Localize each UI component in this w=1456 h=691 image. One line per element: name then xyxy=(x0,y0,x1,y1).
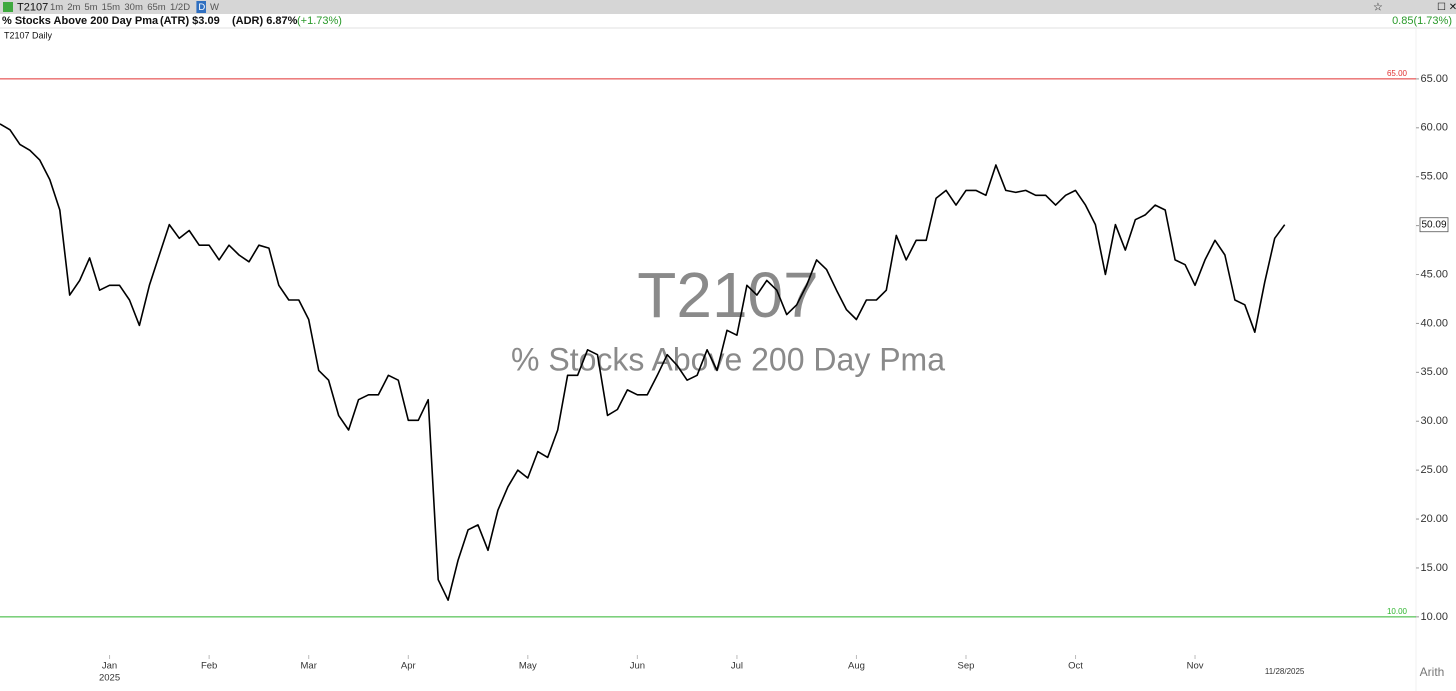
header-atr: (ATR) $3.09 xyxy=(160,15,220,27)
symbol-icon xyxy=(3,2,13,12)
year-label: 2025 xyxy=(99,673,120,684)
timeframe-button[interactable]: 2m xyxy=(67,2,80,13)
timeframe-button[interactable]: 65m xyxy=(147,2,166,13)
x-tick-label: Jul xyxy=(731,661,743,672)
x-tick-label: Mar xyxy=(301,661,317,672)
watermark-title: T2107 xyxy=(637,259,818,331)
timeframe-button[interactable]: 30m xyxy=(124,2,143,13)
x-tick-label: May xyxy=(519,661,537,672)
watermark-subtitle: % Stocks Above 200 Day Pma xyxy=(511,341,945,377)
y-tick-label: 55.00 xyxy=(1420,171,1448,183)
chart-label[interactable]: T2107 Daily xyxy=(4,30,53,40)
timeframe-button[interactable]: W xyxy=(210,2,219,13)
x-tick-label: Apr xyxy=(401,661,416,672)
last-value-label: 50.09 xyxy=(1421,219,1446,230)
y-tick-label: 15.00 xyxy=(1420,562,1448,574)
scale-label[interactable]: Arith xyxy=(1420,665,1445,679)
toolbar xyxy=(0,0,1456,14)
x-tick-label: Aug xyxy=(848,661,865,672)
header-name: % Stocks Above 200 Day Pma xyxy=(2,15,159,27)
timeframe-active xyxy=(196,1,206,13)
timeframe-button[interactable]: 15m xyxy=(102,2,121,13)
x-tick-label: Sep xyxy=(958,661,975,672)
symbol: T2107 xyxy=(17,1,48,13)
price-line xyxy=(0,123,1286,601)
star-icon[interactable]: ☆ xyxy=(1373,1,1383,13)
x-tick-label: Feb xyxy=(201,661,217,672)
reference-line-label: 65.00 xyxy=(1387,69,1408,78)
y-tick-label: 30.00 xyxy=(1420,415,1448,427)
x-tick-label: Jun xyxy=(630,661,645,672)
y-tick-label: 45.00 xyxy=(1420,268,1448,280)
timeframe-button[interactable]: 5m xyxy=(84,2,97,13)
x-tick-label: Jan xyxy=(102,661,117,672)
header-adr: (ADR) 6.87% xyxy=(232,15,298,27)
y-tick-label: 25.00 xyxy=(1420,464,1448,476)
y-tick-label: 60.00 xyxy=(1420,122,1448,134)
toolbar-change: 0.85(1.73%) xyxy=(1392,15,1452,27)
timeframe-button[interactable]: 1m xyxy=(50,2,63,13)
timeframe-button[interactable]: D xyxy=(198,2,205,13)
last-value-box xyxy=(1419,217,1449,233)
y-tick-label: 20.00 xyxy=(1420,513,1448,525)
y-tick-label: 65.00 xyxy=(1420,73,1448,85)
y-tick-label: 35.00 xyxy=(1420,366,1448,378)
reference-line-label: 10.00 xyxy=(1387,607,1408,616)
header-pct-change: (+1.73%) xyxy=(297,15,342,27)
y-tick-label: 10.00 xyxy=(1420,611,1448,623)
y-tick-label: 40.00 xyxy=(1420,317,1448,329)
x-tick-label: Nov xyxy=(1187,661,1204,672)
timeframe-button[interactable]: 1/2D xyxy=(170,2,190,13)
window-controls[interactable]: ☐ ✕ xyxy=(1437,2,1456,13)
last-date-label: 11/28/2025 xyxy=(1265,667,1305,676)
x-tick-label: Oct xyxy=(1068,661,1083,672)
